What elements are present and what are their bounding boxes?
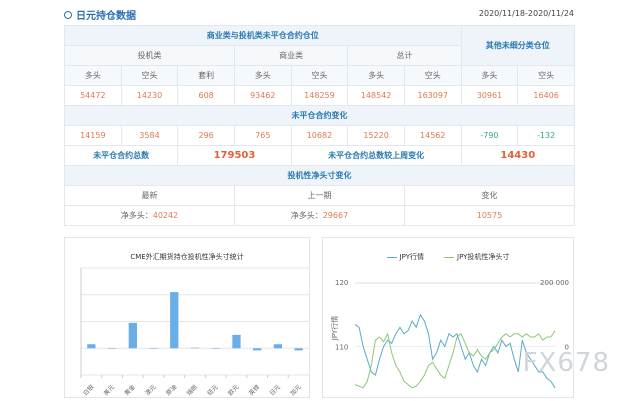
cols-cell: 多头: [233, 65, 292, 86]
spec-latest: 净多头：40242: [64, 205, 235, 226]
page-title: 日元持仓数据: [64, 7, 136, 22]
bar-欧元: [232, 334, 241, 349]
chg-cell: 3584: [120, 125, 179, 146]
bar-chart-panel: CME外汇期货持仓投机性净头寸统计 白银 美元 黄金 澳元 原油 瑞郎 纽元 欧元 英镑 日元 加元: [64, 237, 310, 398]
net-label: 净多头：: [120, 211, 153, 220]
legend: JPY行情 JPY投机性净头寸: [323, 252, 573, 262]
cols-cell: 空头: [403, 65, 462, 86]
vals-cell: 54472: [64, 85, 122, 106]
cols-cell: 空头: [290, 65, 349, 86]
net-label: 净多头：: [290, 211, 323, 220]
chg-cell: -132: [517, 125, 575, 146]
right-tick-label: 0: [565, 344, 569, 352]
cat-spec: 投机类: [64, 45, 235, 66]
x-tick-label: 美元: [102, 383, 116, 397]
x-tick-label: 澳元: [143, 383, 157, 397]
left-axis-label: JPY行情: [330, 316, 339, 341]
x-tick-label: 原油: [164, 383, 178, 397]
total-change-value: 14430: [460, 145, 576, 166]
cat-commercial: 商业类: [233, 45, 349, 66]
spec-head-change: 变化: [403, 185, 576, 206]
previous-value: 29667: [322, 211, 349, 220]
cols-cell: 套利: [177, 65, 235, 86]
bar-日元: [273, 344, 283, 349]
total-label: 未平仓合约总数: [63, 145, 179, 166]
vals-cell: 14230: [120, 85, 179, 106]
bar-chart-title: CME外汇期货持仓投机性净头寸统计: [130, 253, 244, 261]
vals-cell: 148259: [290, 85, 349, 106]
line-chart-panel: JPY行情 JPY投机性净头寸 120 110 200 000 0 JPY行情: [322, 237, 574, 398]
cols-cell: 空头: [120, 65, 179, 86]
x-tick-label: 白银: [81, 383, 95, 397]
x-tick-label: 瑞郎: [185, 383, 199, 397]
spec-title: 投机性净头寸变化: [64, 165, 575, 186]
chg-cell: 765: [233, 125, 292, 146]
vals-cell: 16406: [517, 85, 575, 106]
x-tick-label: 加元: [288, 383, 302, 397]
x-tick-label: 英镑: [247, 383, 261, 397]
bar-原油: [170, 292, 179, 349]
line-chart: 120 110 200 000 0 JPY行情: [330, 279, 569, 389]
spec-head-previous: 上一期: [233, 185, 405, 206]
x-tick-label: 纽元: [206, 383, 220, 397]
circle-icon: [64, 10, 72, 19]
legend-jpy-net[interactable]: JPY投机性净头寸: [444, 252, 509, 262]
positions-table: 商业类与投机类未平仓合约仓位 其他未细分类仓位 投机类 商业类 总计 多头 空头 套利 多头…: [63, 25, 576, 226]
latest-value: 40242: [152, 211, 179, 220]
left-tick-label: 120: [335, 279, 348, 287]
bar-纽元: [211, 348, 220, 349]
bar-黄金: [128, 322, 137, 349]
right-tick-label: 200 000: [540, 279, 569, 287]
cols-cell: 多头: [460, 65, 519, 86]
date-range: 2020/11/18-2020/11/24: [478, 9, 574, 18]
chg-cell: 10682: [290, 125, 349, 146]
group-other: 其他未细分类仓位: [460, 25, 576, 66]
chg-cell: 15220: [347, 125, 405, 146]
vals-cell: 163097: [403, 85, 462, 106]
bar-白银: [87, 344, 96, 349]
spec-head-latest: 最新: [64, 185, 235, 206]
chg-cell: -790: [460, 125, 519, 146]
bar-英镑: [253, 348, 262, 351]
series-0-line: [354, 313, 556, 389]
total-value: 179503: [177, 145, 292, 166]
total-change-label: 未平仓合约总数较上周变化: [290, 145, 462, 166]
cols-cell: 空头: [517, 65, 575, 86]
legend-jpy-price[interactable]: JPY行情: [386, 252, 424, 262]
vals-cell: 30961: [460, 85, 519, 106]
bar-加元: [294, 348, 303, 351]
bar-美元: [107, 348, 117, 349]
x-tick-label: 黄金: [123, 383, 137, 397]
cat-total: 总计: [347, 45, 462, 66]
vals-cell: 608: [177, 85, 235, 106]
cols-cell: 多头: [347, 65, 405, 86]
chg-cell: 14159: [64, 125, 122, 146]
chg-cell: 14562: [403, 125, 462, 146]
watermark: FX678: [522, 348, 610, 378]
spec-change: 10575: [403, 205, 576, 226]
group-main: 商业类与投机类未平仓合约仓位: [64, 25, 462, 46]
vals-cell: 148542: [347, 85, 405, 106]
x-tick-label: 欧元: [226, 383, 240, 397]
spec-previous: 净多头：29667: [233, 205, 405, 226]
series-1-line: [354, 330, 556, 389]
left-tick-label: 110: [335, 344, 348, 352]
x-tick-label: 日元: [268, 384, 281, 397]
vals-cell: 93462: [233, 85, 292, 106]
change-title: 未平仓合约变化: [64, 105, 575, 126]
cols-cell: 多头: [64, 65, 122, 86]
bar-瑞郎: [190, 347, 200, 349]
bar-chart: 白银 美元 黄金 澳元 原油 瑞郎 纽元 欧元 英镑 日元 加元: [80, 267, 309, 397]
chg-cell: 296: [177, 125, 235, 146]
bar-澳元: [149, 348, 158, 349]
